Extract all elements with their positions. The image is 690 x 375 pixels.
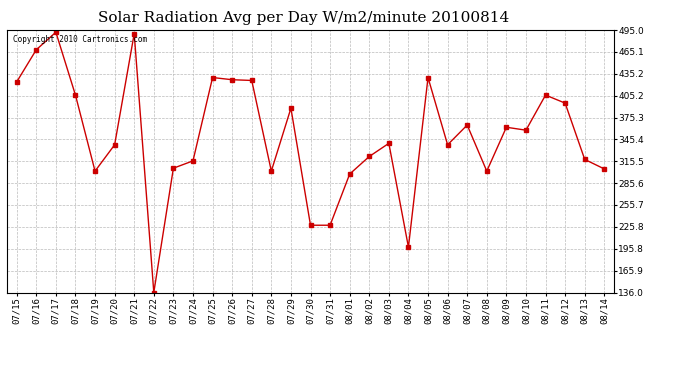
Text: Solar Radiation Avg per Day W/m2/minute 20100814: Solar Radiation Avg per Day W/m2/minute … <box>98 11 509 25</box>
Text: Copyright 2010 Cartronics.com: Copyright 2010 Cartronics.com <box>13 35 147 44</box>
